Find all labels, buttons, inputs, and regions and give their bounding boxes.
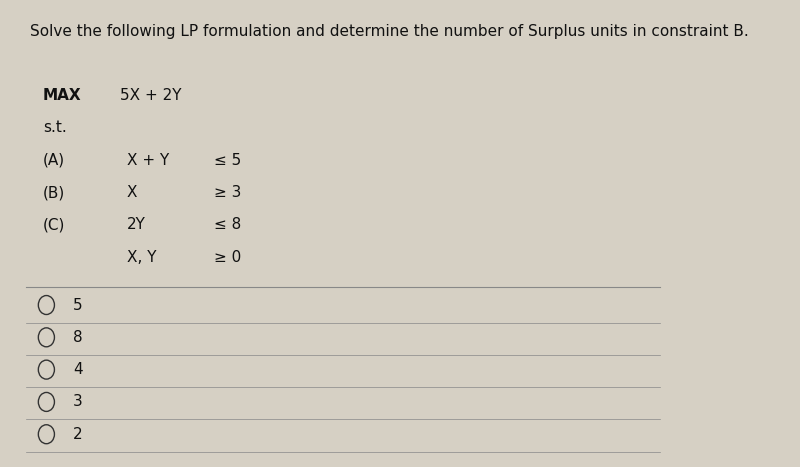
Text: 2Y: 2Y bbox=[127, 217, 146, 233]
Text: ≤ 8: ≤ 8 bbox=[214, 217, 242, 233]
Text: ≥ 0: ≥ 0 bbox=[214, 250, 242, 265]
Text: ≤ 5: ≤ 5 bbox=[214, 153, 242, 168]
Text: 3: 3 bbox=[74, 395, 83, 410]
Text: 2: 2 bbox=[74, 427, 83, 442]
Text: (A): (A) bbox=[43, 153, 65, 168]
Text: X: X bbox=[127, 185, 138, 200]
Text: X, Y: X, Y bbox=[127, 250, 156, 265]
Text: Solve the following LP formulation and determine the number of Surplus units in : Solve the following LP formulation and d… bbox=[30, 23, 748, 39]
Text: (B): (B) bbox=[43, 185, 66, 200]
Text: ≥ 3: ≥ 3 bbox=[214, 185, 242, 200]
Text: 5X + 2Y: 5X + 2Y bbox=[120, 88, 182, 103]
Text: 4: 4 bbox=[74, 362, 83, 377]
Text: (C): (C) bbox=[43, 217, 66, 233]
Text: X + Y: X + Y bbox=[127, 153, 169, 168]
Text: MAX: MAX bbox=[43, 88, 82, 103]
Text: 5: 5 bbox=[74, 297, 83, 312]
Text: s.t.: s.t. bbox=[43, 120, 66, 135]
Text: 8: 8 bbox=[74, 330, 83, 345]
